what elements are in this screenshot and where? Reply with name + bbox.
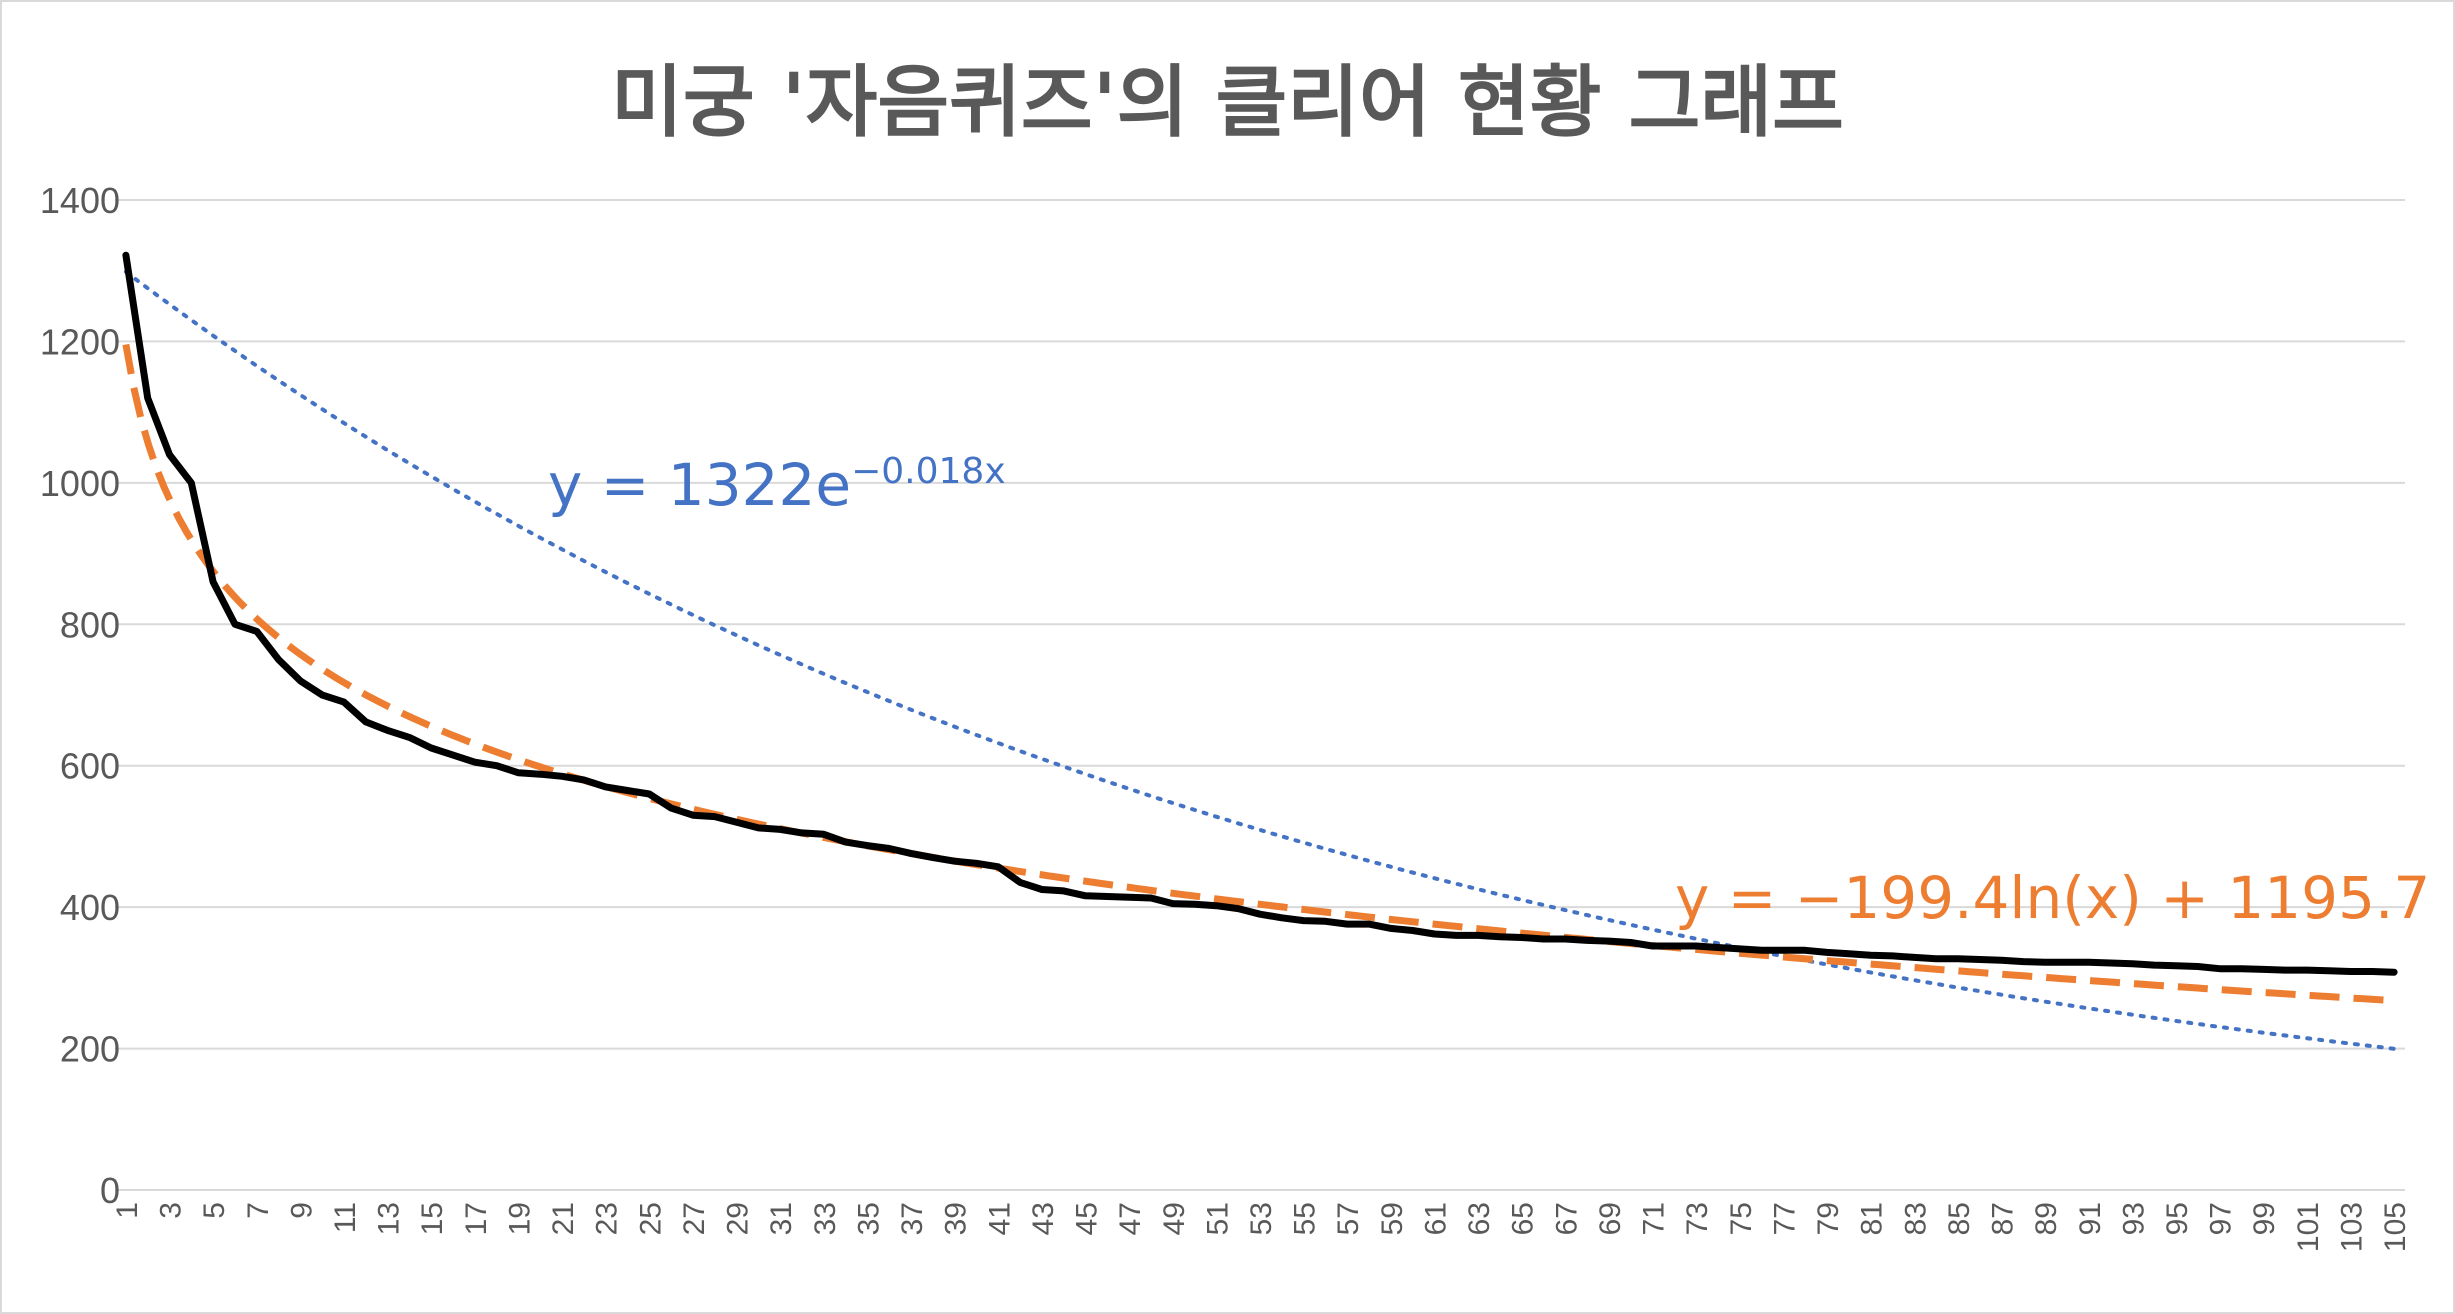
x-tick-label-11: 11 [329, 1202, 362, 1233]
x-tick-label-9: 9 [285, 1202, 318, 1219]
x-tick-label-75: 75 [1725, 1202, 1758, 1235]
x-tick-label-47: 47 [1114, 1202, 1147, 1235]
x-tick-label-27: 27 [678, 1202, 711, 1235]
x-tick-label-3: 3 [155, 1202, 188, 1219]
x-tick-label-15: 15 [416, 1202, 449, 1235]
x-tick-label-19: 19 [503, 1202, 536, 1235]
x-tick-label-41: 41 [983, 1202, 1016, 1235]
x-tick-label-73: 73 [1681, 1202, 1714, 1235]
data-series-line [122, 251, 2398, 976]
x-tick-label-65: 65 [1507, 1202, 1540, 1235]
trendline-logarithmic-equation: y = −199.4ln(x) + 1195.7 [1675, 864, 2430, 932]
trendline-logarithmic [122, 343, 2395, 1005]
x-tick-label-49: 49 [1158, 1202, 1191, 1235]
x-tick-label-87: 87 [1987, 1202, 2020, 1235]
x-tick-label-35: 35 [852, 1202, 885, 1235]
x-tick-label-89: 89 [2030, 1202, 2063, 1235]
x-tick-label-23: 23 [591, 1202, 624, 1235]
trendline-exponential-equation-base: y = 1322e [548, 451, 851, 519]
y-tick-label-600: 600 [60, 746, 120, 787]
x-tick-label-95: 95 [2161, 1202, 2194, 1235]
x-tick-label-81: 81 [1856, 1202, 1889, 1235]
x-tick-label-103: 103 [2335, 1202, 2368, 1252]
x-tick-label-13: 13 [373, 1202, 406, 1235]
x-tick-label-17: 17 [460, 1202, 493, 1235]
x-tick-label-91: 91 [2074, 1202, 2107, 1235]
x-tick-label-31: 31 [765, 1202, 798, 1235]
x-tick-label-37: 37 [896, 1202, 929, 1235]
x-tick-label-57: 57 [1332, 1202, 1365, 1235]
x-tick-label-63: 63 [1463, 1202, 1496, 1235]
x-tick-label-45: 45 [1071, 1202, 1104, 1235]
x-tick-label-43: 43 [1027, 1202, 1060, 1235]
y-tick-label-400: 400 [60, 887, 120, 928]
chart-title: 미궁 '자음퀴즈'의 클리어 현황 그래프 [611, 58, 1844, 148]
x-tick-label-33: 33 [809, 1202, 842, 1235]
trendline-exponential-equation-exponent: −0.018x [851, 451, 1006, 492]
x-tick-label-83: 83 [1899, 1202, 1932, 1235]
x-tick-label-77: 77 [1768, 1202, 1801, 1235]
x-tick-label-51: 51 [1201, 1202, 1234, 1235]
x-tick-label-5: 5 [198, 1202, 231, 1219]
x-tick-label-67: 67 [1550, 1202, 1583, 1235]
x-tick-label-71: 71 [1638, 1202, 1671, 1235]
y-tick-label-1200: 1200 [40, 321, 120, 362]
y-tick-label-800: 800 [60, 604, 120, 645]
x-tick-label-21: 21 [547, 1202, 580, 1235]
x-tick-label-79: 79 [1812, 1202, 1845, 1235]
x-tick-label-105: 105 [2379, 1202, 2412, 1252]
x-tick-label-85: 85 [1943, 1202, 1976, 1235]
x-tick-label-29: 29 [722, 1202, 755, 1235]
trendline-exponential [123, 269, 2397, 1051]
x-tick-label-39: 39 [940, 1202, 973, 1235]
x-tick-label-93: 93 [2117, 1202, 2150, 1235]
x-tick-label-99: 99 [2248, 1202, 2281, 1235]
x-tick-label-97: 97 [2205, 1202, 2238, 1235]
x-tick-label-101: 101 [2292, 1202, 2325, 1252]
x-tick-label-1: 1 [111, 1202, 144, 1219]
x-tick-label-59: 59 [1376, 1202, 1409, 1235]
trendline-exponential-equation: y = 1322e−0.018x [548, 451, 1006, 519]
x-tick-label-69: 69 [1594, 1202, 1627, 1235]
x-tick-label-7: 7 [242, 1202, 275, 1219]
x-tick-label-53: 53 [1245, 1202, 1278, 1235]
x-tick-label-61: 61 [1419, 1202, 1452, 1235]
y-tick-label-0: 0 [100, 1170, 120, 1211]
y-tick-label-1000: 1000 [40, 463, 120, 504]
x-tick-label-55: 55 [1289, 1202, 1322, 1235]
y-tick-label-200: 200 [60, 1029, 120, 1070]
x-tick-label-25: 25 [634, 1202, 667, 1235]
y-tick-label-1400: 1400 [40, 180, 120, 221]
